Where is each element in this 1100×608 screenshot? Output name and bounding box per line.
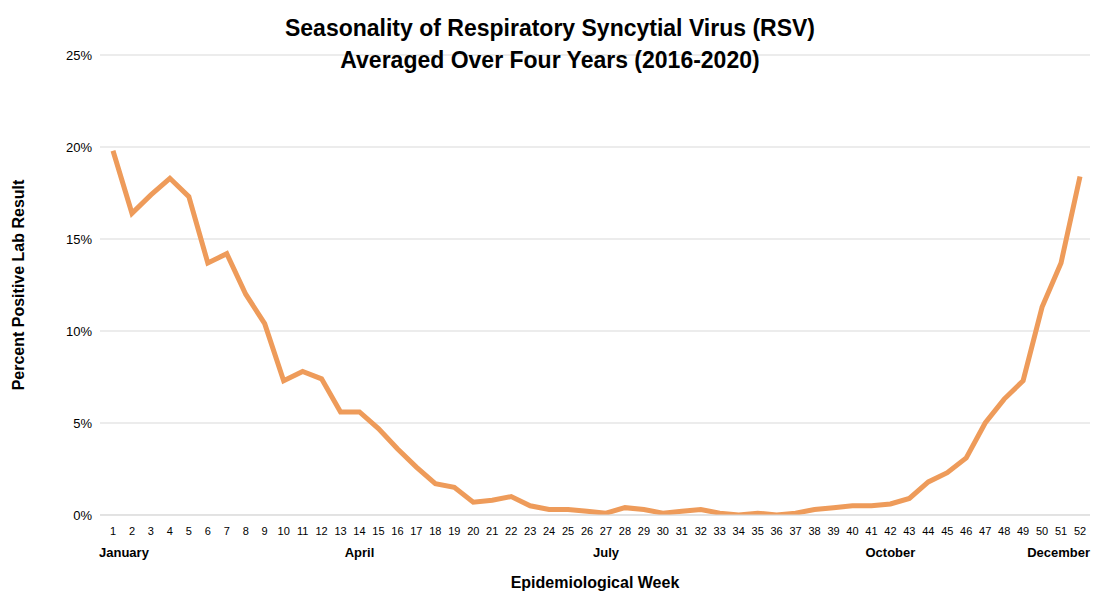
svg-text:25: 25	[562, 525, 574, 537]
svg-text:17: 17	[410, 525, 422, 537]
svg-text:14: 14	[353, 525, 365, 537]
svg-text:44: 44	[922, 525, 934, 537]
svg-text:48: 48	[998, 525, 1010, 537]
svg-text:July: July	[593, 545, 620, 560]
svg-text:46: 46	[960, 525, 972, 537]
svg-text:Percent Positive Lab Result: Percent Positive Lab Result	[10, 179, 27, 390]
svg-text:December: December	[1027, 545, 1090, 560]
svg-text:18: 18	[429, 525, 441, 537]
svg-text:April: April	[345, 545, 375, 560]
svg-text:5%: 5%	[73, 416, 92, 431]
svg-text:40: 40	[846, 525, 858, 537]
svg-text:32: 32	[695, 525, 707, 537]
svg-text:10: 10	[278, 525, 290, 537]
svg-text:16: 16	[391, 525, 403, 537]
svg-text:0%: 0%	[73, 508, 92, 523]
svg-text:33: 33	[714, 525, 726, 537]
svg-text:21: 21	[486, 525, 498, 537]
svg-text:45: 45	[941, 525, 953, 537]
svg-text:25%: 25%	[66, 48, 92, 63]
svg-text:27: 27	[600, 525, 612, 537]
svg-text:8: 8	[243, 525, 249, 537]
html-text:Averaged Over Four Years (2016: Averaged Over Four Years (2016-2020)	[340, 47, 760, 73]
svg-text:9: 9	[262, 525, 268, 537]
svg-text:19: 19	[448, 525, 460, 537]
svg-text:15%: 15%	[66, 232, 92, 247]
svg-text:11: 11	[297, 525, 308, 537]
svg-text:28: 28	[619, 525, 631, 537]
svg-text:52: 52	[1074, 525, 1086, 537]
svg-text:29: 29	[638, 525, 650, 537]
svg-text:12: 12	[315, 525, 327, 537]
svg-text:October: October	[865, 545, 915, 560]
svg-text:49: 49	[1017, 525, 1029, 537]
svg-text:31: 31	[676, 525, 688, 537]
svg-text:15: 15	[372, 525, 384, 537]
svg-text:41: 41	[865, 525, 877, 537]
svg-text:42: 42	[884, 525, 896, 537]
svg-text:43: 43	[903, 525, 915, 537]
svg-text:6: 6	[205, 525, 211, 537]
svg-text:7: 7	[224, 525, 230, 537]
svg-text:26: 26	[581, 525, 593, 537]
svg-text:2: 2	[129, 525, 135, 537]
svg-text:36: 36	[771, 525, 783, 537]
svg-text:24: 24	[543, 525, 555, 537]
svg-text:4: 4	[167, 525, 173, 537]
svg-text:38: 38	[808, 525, 820, 537]
html-text:Seasonality of Respiratory Syn: Seasonality of Respiratory Syncytial Vir…	[285, 15, 815, 41]
svg-text:1: 1	[110, 525, 116, 537]
svg-text:37: 37	[789, 525, 801, 537]
svg-text:22: 22	[505, 525, 517, 537]
svg-text:5: 5	[186, 525, 192, 537]
svg-text:January: January	[99, 545, 150, 560]
svg-text:50: 50	[1036, 525, 1048, 537]
svg-text:39: 39	[827, 525, 839, 537]
svg-text:20%: 20%	[66, 140, 92, 155]
svg-text:30: 30	[657, 525, 669, 537]
svg-text:47: 47	[979, 525, 991, 537]
svg-text:Epidemiological Week: Epidemiological Week	[511, 574, 680, 591]
svg-text:10%: 10%	[66, 324, 92, 339]
svg-text:23: 23	[524, 525, 536, 537]
svg-text:34: 34	[733, 525, 745, 537]
svg-text:20: 20	[467, 525, 479, 537]
svg-text:51: 51	[1055, 525, 1067, 537]
svg-text:13: 13	[334, 525, 346, 537]
svg-text:35: 35	[752, 525, 764, 537]
svg-text:3: 3	[148, 525, 154, 537]
